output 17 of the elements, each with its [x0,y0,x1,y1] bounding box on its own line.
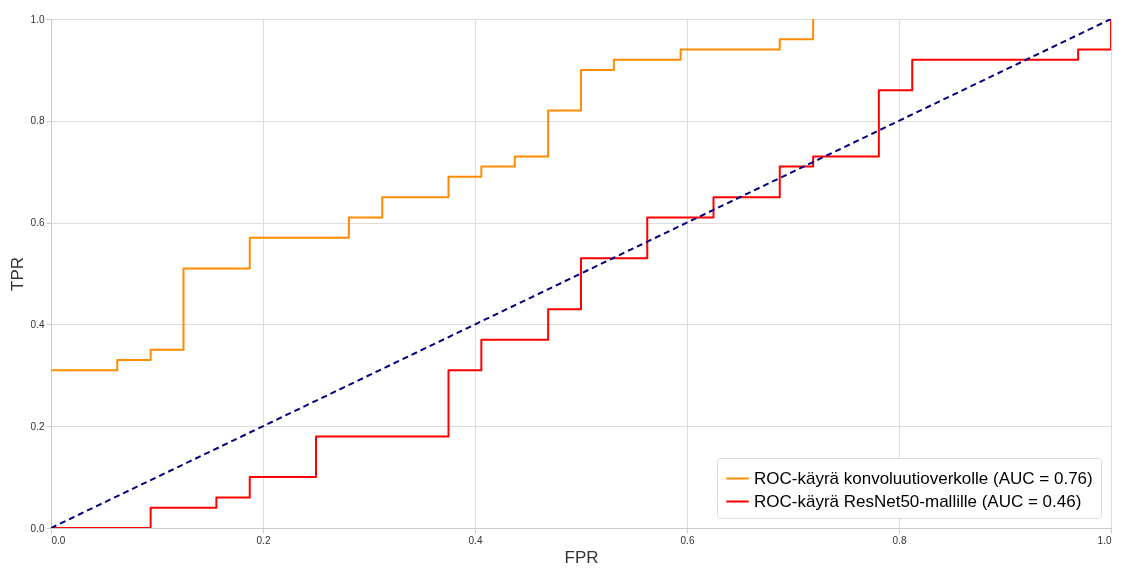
y-tick-label: 0.8 [30,115,45,127]
x-tick-label: 0.0 [51,534,66,546]
x-tick-label: 0.2 [256,534,271,546]
x-tick-label: 0.8 [892,534,907,546]
y-tick-label: 1.0 [30,13,45,25]
x-tick-label: 0.6 [680,534,695,546]
line-series [51,19,815,372]
y-tick-label: 0.4 [30,318,45,330]
legend-label: ROC-käyrä konvoluutioverkolle (AUC = 0.76) [754,468,1093,488]
x-tick-label: 1.0 [1097,534,1112,546]
y-axis-title: TPR [7,257,27,291]
y-tick-label: 0.6 [30,217,45,229]
x-tick-label: 0.4 [468,534,483,546]
y-tick-label: 0.0 [30,522,45,534]
x-axis-title: FPR [564,547,599,567]
y-tick-label: 0.2 [30,420,45,432]
legend-label: ROC-käyrä ResNet50-mallille (AUC = 0.46) [754,491,1082,511]
